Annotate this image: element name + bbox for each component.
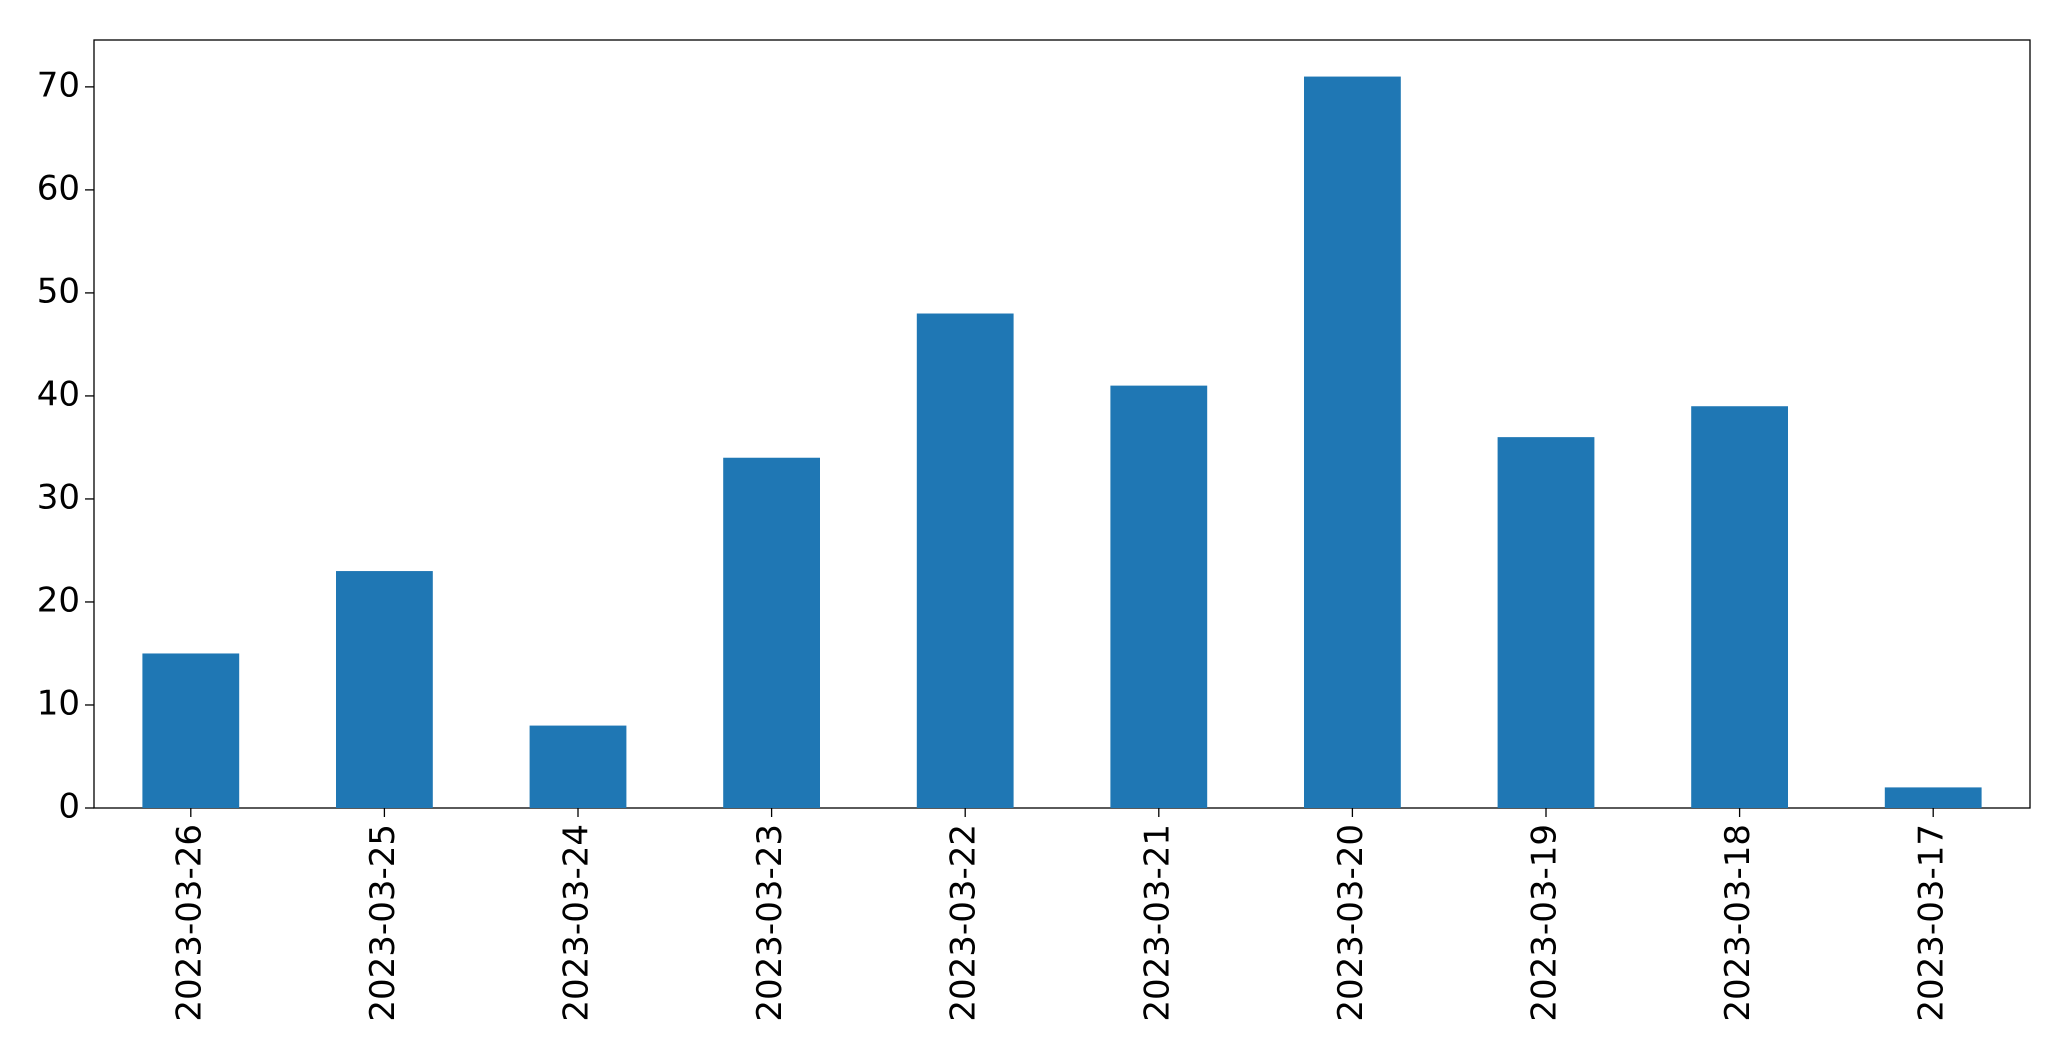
axes-frame	[93, 39, 2031, 809]
bar	[1497, 437, 1595, 808]
bar	[1691, 406, 1788, 808]
y-tick-label: 30	[37, 477, 80, 517]
x-tick-label: 2023-03-18	[1718, 824, 1758, 1022]
x-tick-label: 2023-03-26	[169, 824, 209, 1022]
bar	[529, 725, 627, 808]
y-tick-label: 70	[37, 65, 80, 105]
y-tick-label: 10	[37, 683, 80, 723]
bar	[1304, 76, 1401, 809]
x-tick-label: 2023-03-21	[1137, 824, 1177, 1022]
x-tick-label: 2023-03-23	[750, 824, 790, 1022]
bar	[723, 457, 820, 808]
y-tick-label: 50	[37, 271, 80, 311]
x-tick-label: 2023-03-19	[1525, 824, 1565, 1022]
y-tick-label: 60	[37, 168, 80, 208]
x-tick-label: 2023-03-25	[363, 824, 403, 1022]
bar	[336, 571, 433, 808]
x-tick-label: 2023-03-20	[1331, 824, 1371, 1022]
x-tick-label: 2023-03-17	[1912, 824, 1952, 1022]
x-tick-label: 2023-03-22	[944, 824, 984, 1022]
bar	[916, 313, 1014, 808]
bar	[1110, 385, 1208, 808]
bar	[142, 653, 240, 808]
y-tick-label: 20	[37, 580, 80, 620]
y-tick-label: 0	[58, 787, 80, 827]
bar	[1884, 787, 1982, 808]
x-tick-label: 2023-03-24	[557, 824, 597, 1022]
y-tick-label: 40	[37, 374, 80, 414]
